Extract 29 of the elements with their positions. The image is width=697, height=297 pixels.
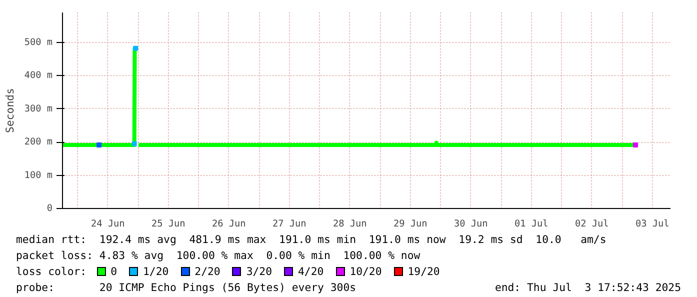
x-tick-label: 26 Jun — [212, 218, 246, 230]
x-tick-label: 28 Jun — [333, 218, 367, 230]
legend-label: 3/20 — [246, 265, 272, 278]
x-tick-label: 25 Jun — [152, 218, 186, 230]
x-tick-label: 30 Jun — [454, 218, 488, 230]
x-tick-label: 27 Jun — [272, 218, 306, 230]
text: probe: 20 ICMP Echo Pings (56 Bytes) every 300s — [16, 280, 356, 296]
y-axis-title: Seconds — [3, 88, 16, 133]
x-tick-label: 29 Jun — [394, 218, 428, 230]
y-tick-label: 400 m — [24, 70, 53, 82]
y-tick-label: 0 — [46, 203, 53, 214]
x-tick-label: 03 Jul — [636, 218, 670, 230]
legend-label: 10/20 — [350, 265, 382, 278]
legend-label: 19/20 — [408, 265, 440, 278]
x-tick-label: 02 Jul — [575, 218, 609, 230]
y-tick-label: 200 m — [24, 136, 53, 148]
legend-title: loss color: — [16, 265, 87, 278]
y-tick-label: 100 m — [24, 170, 53, 181]
y-tick-label: 300 m — [24, 103, 53, 114]
legend-label: 2/20 — [194, 265, 220, 278]
text: end: Thu Jul 3 17:52:43 2025 — [494, 280, 681, 296]
y-tick-label: 500 m — [24, 36, 53, 48]
legend-label: 1/20 — [143, 265, 169, 278]
x-tick-label: 24 Jun — [91, 218, 125, 230]
legend-label: 0 — [110, 265, 117, 278]
text: packet loss: 4.83 % avg 100.00 % max 0.00 % min 100.00 % now — [16, 248, 420, 264]
x-tick-label: 01 Jul — [514, 218, 548, 230]
legend-label: 4/20 — [298, 265, 324, 278]
text: median rtt: 192.4 ms avg 481.9 ms max 191.0 ms min 191.0 ms now 19.2 ms sd 10.0 am/s — [16, 232, 606, 248]
